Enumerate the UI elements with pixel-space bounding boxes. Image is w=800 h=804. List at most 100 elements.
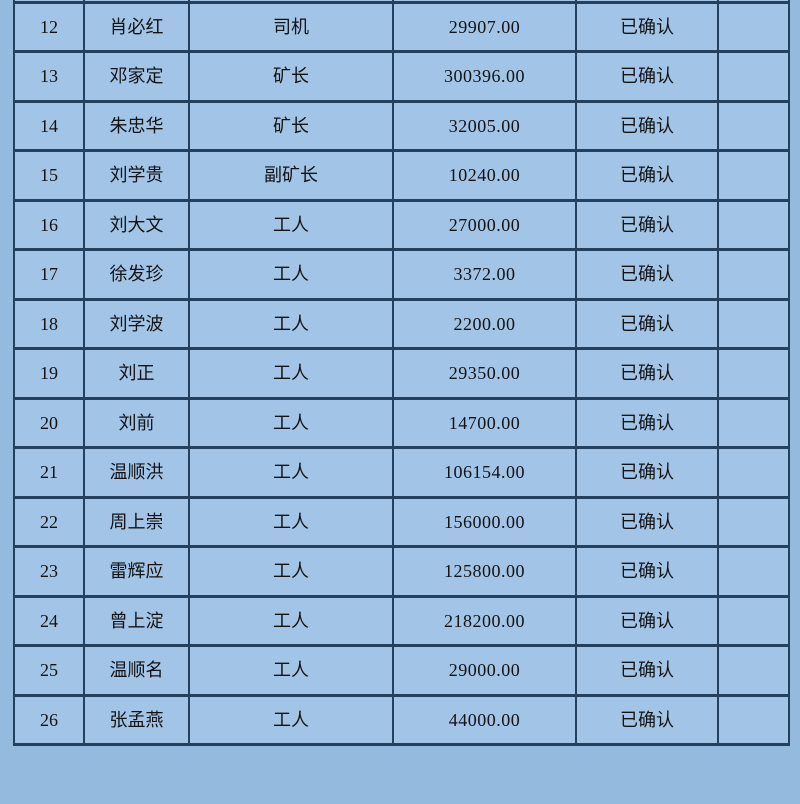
- table-row: 19 刘正 工人 29350.00 已确认: [13, 347, 790, 400]
- cell-name: 周上崇: [83, 495, 190, 548]
- cell-index: 24: [13, 594, 85, 647]
- table-row: 23 雷辉应 工人 125800.00 已确认: [13, 545, 790, 598]
- cell-name: 曾上淀: [83, 594, 190, 647]
- cell-amount: 44000.00: [392, 693, 577, 746]
- table-row: 25 温顺名 工人 29000.00 已确认: [13, 644, 790, 697]
- cell-position: 工人: [188, 248, 394, 301]
- cell-index: 19: [13, 347, 85, 400]
- cell-name: 温顺洪: [83, 446, 190, 499]
- cell-position: 工人: [188, 594, 394, 647]
- cell-position: 工人: [188, 297, 394, 350]
- cell-position: 工人: [188, 495, 394, 548]
- cell-empty: [717, 594, 790, 647]
- cell-position: 工人: [188, 347, 394, 400]
- cell-empty: [717, 446, 790, 499]
- cell-status: 已确认: [575, 446, 719, 499]
- cell-amount: 32005.00: [392, 99, 577, 152]
- cell-status: 已确认: [575, 198, 719, 251]
- table-row: 13 邓家定 矿长 300396.00 已确认: [13, 50, 790, 103]
- cell-amount: 2200.00: [392, 297, 577, 350]
- cell-name: 刘学波: [83, 297, 190, 350]
- cell-empty: [717, 644, 790, 697]
- cell-status: 已确认: [575, 693, 719, 746]
- cell-status: 已确认: [575, 396, 719, 449]
- cell-empty: [717, 50, 790, 103]
- cell-name: 徐发珍: [83, 248, 190, 301]
- cell-status: 已确认: [575, 149, 719, 202]
- cell-name: 温顺名: [83, 644, 190, 697]
- cell-name: 刘前: [83, 396, 190, 449]
- table-row: 24 曾上淀 工人 218200.00 已确认: [13, 594, 790, 647]
- cell-empty: [717, 495, 790, 548]
- cell-empty: [717, 693, 790, 746]
- cell-amount: 125800.00: [392, 545, 577, 598]
- cell-amount: 156000.00: [392, 495, 577, 548]
- cell-position: 工人: [188, 198, 394, 251]
- cell-position: 司机: [188, 0, 394, 53]
- cell-amount: 29350.00: [392, 347, 577, 400]
- salary-table: 12 肖必红 司机 29907.00 已确认 13 邓家定 矿长 300396.00 已确认 14 朱…: [13, 0, 790, 746]
- cell-status: 已确认: [575, 545, 719, 598]
- cell-name: 刘正: [83, 347, 190, 400]
- cell-empty: [717, 99, 790, 152]
- cell-amount: 29000.00: [392, 644, 577, 697]
- cell-index: 22: [13, 495, 85, 548]
- table-row: 26 张孟燕 工人 44000.00 已确认: [13, 693, 790, 746]
- cell-name: 肖必红: [83, 0, 190, 53]
- cell-empty: [717, 198, 790, 251]
- table-row: 14 朱忠华 矿长 32005.00 已确认: [13, 99, 790, 152]
- table-row: 15 刘学贵 副矿长 10240.00 已确认: [13, 149, 790, 202]
- cell-index: 20: [13, 396, 85, 449]
- cell-status: 已确认: [575, 347, 719, 400]
- cell-empty: [717, 347, 790, 400]
- cell-amount: 218200.00: [392, 594, 577, 647]
- cell-amount: 10240.00: [392, 149, 577, 202]
- cell-status: 已确认: [575, 99, 719, 152]
- cell-status: 已确认: [575, 0, 719, 53]
- cell-status: 已确认: [575, 248, 719, 301]
- table-row: 22 周上崇 工人 156000.00 已确认: [13, 495, 790, 548]
- cell-position: 矿长: [188, 99, 394, 152]
- cell-amount: 3372.00: [392, 248, 577, 301]
- cell-index: 13: [13, 50, 85, 103]
- cell-index: 16: [13, 198, 85, 251]
- cell-name: 邓家定: [83, 50, 190, 103]
- cell-empty: [717, 545, 790, 598]
- cell-index: 21: [13, 446, 85, 499]
- cell-name: 张孟燕: [83, 693, 190, 746]
- table-row: 20 刘前 工人 14700.00 已确认: [13, 396, 790, 449]
- cell-status: 已确认: [575, 644, 719, 697]
- cell-position: 工人: [188, 693, 394, 746]
- cell-status: 已确认: [575, 297, 719, 350]
- cell-name: 雷辉应: [83, 545, 190, 598]
- cell-position: 副矿长: [188, 149, 394, 202]
- cell-position: 工人: [188, 545, 394, 598]
- table-row: 18 刘学波 工人 2200.00 已确认: [13, 297, 790, 350]
- cell-amount: 300396.00: [392, 50, 577, 103]
- cell-index: 23: [13, 545, 85, 598]
- cell-empty: [717, 297, 790, 350]
- cell-empty: [717, 0, 790, 53]
- cell-status: 已确认: [575, 50, 719, 103]
- cell-amount: 106154.00: [392, 446, 577, 499]
- table-row: 12 肖必红 司机 29907.00 已确认: [13, 0, 790, 53]
- table-row: 16 刘大文 工人 27000.00 已确认: [13, 198, 790, 251]
- cell-index: 26: [13, 693, 85, 746]
- table-row: 17 徐发珍 工人 3372.00 已确认: [13, 248, 790, 301]
- cell-status: 已确认: [575, 594, 719, 647]
- cell-name: 朱忠华: [83, 99, 190, 152]
- cell-position: 工人: [188, 396, 394, 449]
- table-row: 21 温顺洪 工人 106154.00 已确认: [13, 446, 790, 499]
- cell-status: 已确认: [575, 495, 719, 548]
- cell-empty: [717, 248, 790, 301]
- cell-empty: [717, 396, 790, 449]
- cell-index: 17: [13, 248, 85, 301]
- cell-name: 刘大文: [83, 198, 190, 251]
- cell-name: 刘学贵: [83, 149, 190, 202]
- cell-amount: 14700.00: [392, 396, 577, 449]
- cell-position: 工人: [188, 644, 394, 697]
- cell-position: 工人: [188, 446, 394, 499]
- cell-amount: 29907.00: [392, 0, 577, 53]
- cell-index: 18: [13, 297, 85, 350]
